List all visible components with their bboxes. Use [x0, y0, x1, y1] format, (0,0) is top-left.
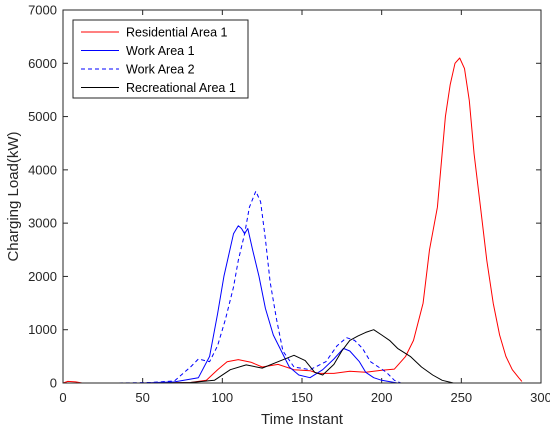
series-line-work-area-2	[118, 190, 401, 384]
x-tick-label: 300	[530, 390, 550, 405]
x-tick-label: 150	[291, 390, 313, 405]
y-tick-label: 3000	[28, 216, 57, 231]
legend-label: Work Area 2	[126, 63, 195, 77]
legend-label: Residential Area 1	[126, 26, 228, 40]
y-tick-label: 7000	[28, 3, 57, 18]
x-axis-label: Time Instant	[261, 411, 344, 428]
series-line-residential-area-1	[62, 57, 523, 384]
x-tick-label: 200	[371, 390, 393, 405]
x-tick-label: 50	[135, 390, 149, 405]
x-tick-label: 100	[211, 390, 233, 405]
y-tick-label: 2000	[28, 269, 57, 284]
legend: Residential Area 1 Work Area 1 Work Area 2…	[72, 19, 249, 99]
legend-box	[72, 19, 249, 99]
y-tick-label: 6000	[28, 56, 57, 71]
y-tick-label: 4000	[28, 162, 57, 177]
series-line-work-area-1	[142, 225, 398, 384]
legend-label: Work Area 1	[126, 44, 195, 58]
x-tick-label: 0	[59, 390, 66, 405]
tick-labels: 0 50 100 150 200 250 3000100020003000400050006…	[28, 3, 550, 406]
y-tick-label: 0	[50, 376, 57, 391]
series-lines	[62, 57, 523, 384]
legend-label: Recreational Area 1	[126, 81, 236, 95]
y-tick-label: 5000	[28, 109, 57, 124]
y-tick-label: 1000	[28, 322, 57, 337]
plot-area-frame	[62, 9, 542, 384]
y-axis-label: Charging Load(kW)	[5, 131, 22, 261]
series-line-recreational-area-1	[158, 329, 454, 384]
x-tick-label: 250	[450, 390, 472, 405]
